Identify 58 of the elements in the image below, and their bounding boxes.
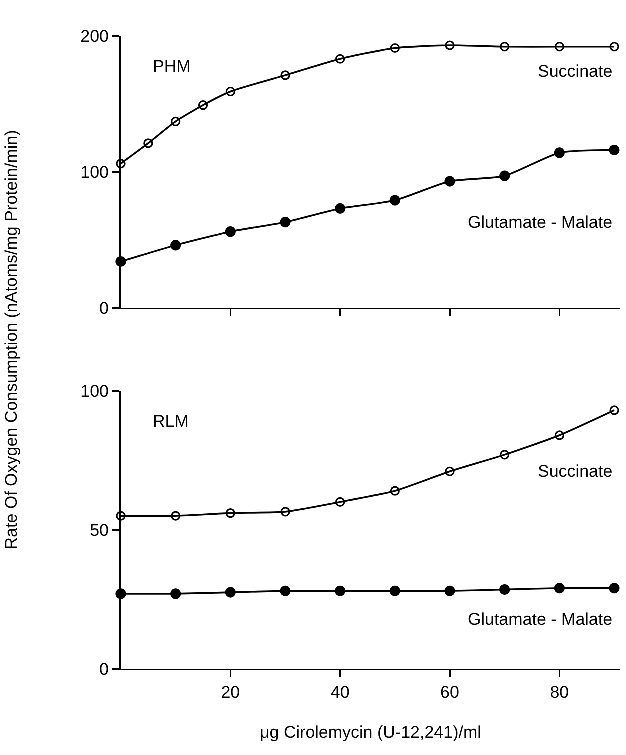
annotation: RLM	[153, 412, 189, 431]
point	[500, 42, 510, 52]
point	[390, 486, 400, 496]
x-tick-label: 80	[550, 683, 570, 702]
point	[280, 507, 290, 517]
point	[444, 586, 456, 596]
point	[445, 466, 455, 476]
point	[610, 42, 620, 52]
point	[198, 100, 208, 110]
point	[280, 70, 290, 80]
point	[144, 138, 154, 148]
point	[335, 586, 346, 596]
x-tick-label: 60	[440, 683, 460, 702]
y-tick-label: 200	[80, 26, 109, 46]
point	[336, 54, 346, 64]
point	[116, 159, 126, 169]
point	[444, 176, 456, 187]
x-axis-title: μg Cirolemycin (U-12,241)/ml	[260, 723, 482, 742]
y-tick-label: 0	[100, 660, 109, 679]
x-tick-label: 20	[221, 683, 240, 702]
point	[170, 240, 182, 251]
y-tick-label: 100	[80, 162, 109, 182]
series-label: Succinate	[538, 62, 613, 81]
point	[280, 586, 291, 596]
y-tick-label: 50	[90, 520, 109, 540]
point	[500, 170, 510, 182]
series-label: Succinate	[538, 462, 613, 481]
point	[554, 42, 564, 52]
point	[445, 40, 455, 50]
point	[390, 195, 400, 206]
point	[225, 587, 236, 598]
point	[554, 430, 564, 440]
point	[171, 116, 181, 126]
point	[226, 86, 236, 97]
point	[390, 43, 400, 54]
series-label: Glutamate - Malate	[468, 610, 613, 629]
point	[500, 584, 510, 596]
annotation: PHM	[153, 57, 191, 76]
point	[500, 450, 510, 460]
point	[171, 511, 181, 521]
point	[610, 406, 620, 416]
point	[225, 226, 236, 238]
point	[609, 144, 620, 156]
y-tick-label: 100	[80, 382, 109, 401]
point	[226, 508, 236, 518]
point	[554, 148, 565, 158]
point	[390, 586, 400, 596]
point	[609, 583, 620, 594]
point	[336, 497, 346, 507]
point	[554, 583, 565, 594]
point	[116, 511, 126, 521]
point	[170, 588, 182, 600]
series-label: Glutamate - Malate	[468, 213, 613, 232]
point	[280, 217, 291, 228]
x-tick-label: 40	[330, 683, 350, 702]
point	[335, 203, 346, 214]
y-tick-label: 0	[100, 298, 109, 318]
y-axis-title: Rate Of Oxygen Consumption (nAtoms/mg Protein/min)	[2, 130, 22, 550]
